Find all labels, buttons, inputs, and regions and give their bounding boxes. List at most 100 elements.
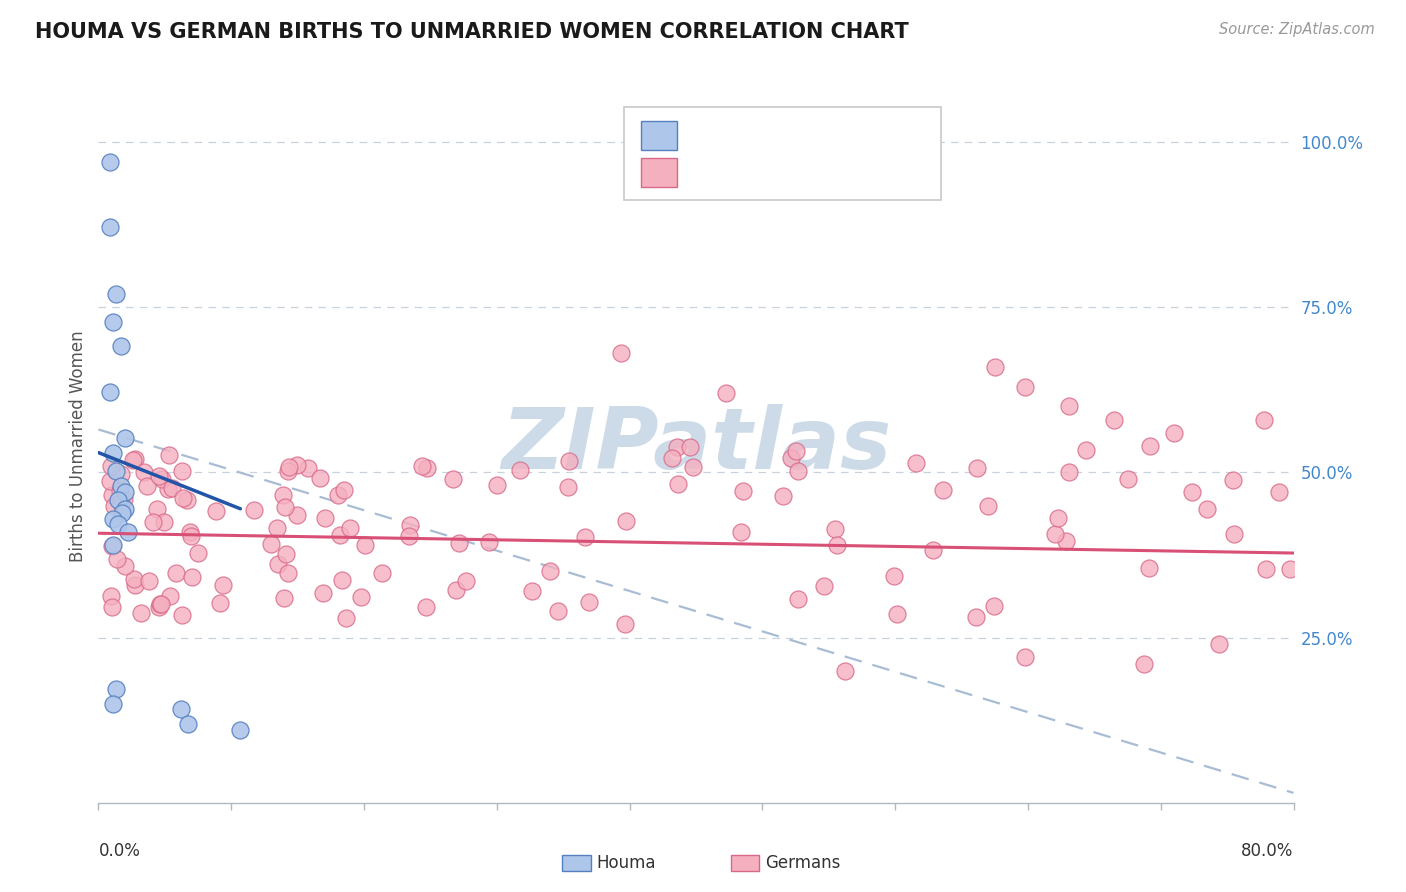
Point [886, 607, 908, 622]
Point [156, 483, 179, 497]
Point [172, 491, 194, 505]
Point [478, 534, 501, 549]
Point [666, 477, 689, 491]
Point [285, 458, 308, 472]
Text: ZIPatlas: ZIPatlas [501, 404, 891, 488]
Point [142, 515, 165, 529]
Point [411, 459, 433, 474]
Point [486, 478, 509, 492]
Point [772, 489, 794, 503]
Point [114, 501, 136, 516]
Point [159, 589, 181, 603]
Point [107, 516, 129, 531]
Point [100, 539, 122, 553]
Point [312, 586, 335, 600]
Point [101, 488, 124, 502]
Point [415, 599, 437, 614]
Point [558, 454, 581, 468]
Point [277, 464, 299, 478]
Point [447, 536, 470, 550]
Point [129, 606, 152, 620]
FancyBboxPatch shape [641, 159, 676, 187]
Point [1163, 425, 1185, 440]
Point [111, 507, 134, 521]
Point [787, 464, 810, 478]
Point [1043, 527, 1066, 541]
Point [1181, 485, 1204, 500]
Point [399, 518, 422, 533]
Point [333, 483, 356, 497]
Point [117, 524, 139, 539]
Point [138, 574, 160, 589]
Point [1133, 657, 1156, 671]
Point [983, 599, 1005, 613]
Point [714, 386, 737, 401]
Point [1267, 485, 1289, 500]
Point [149, 597, 172, 611]
Point [229, 723, 252, 738]
FancyBboxPatch shape [624, 107, 941, 200]
Point [574, 530, 596, 544]
Point [1076, 443, 1098, 458]
Point [273, 591, 295, 606]
FancyBboxPatch shape [641, 121, 676, 150]
Point [114, 485, 136, 500]
Point [825, 538, 848, 552]
Point [124, 578, 146, 592]
Point [103, 697, 125, 711]
Point [271, 488, 294, 502]
Point [1014, 379, 1036, 393]
Point [153, 515, 176, 529]
Point [610, 346, 633, 360]
Point [398, 528, 420, 542]
Point [441, 472, 464, 486]
Point [309, 471, 332, 485]
Point [108, 483, 131, 498]
Point [169, 702, 191, 716]
Point [148, 469, 170, 483]
Point [274, 547, 297, 561]
Point [966, 461, 988, 475]
Point [786, 592, 808, 607]
Text: Source: ZipAtlas.com: Source: ZipAtlas.com [1219, 22, 1375, 37]
Point [354, 538, 377, 552]
Point [730, 525, 752, 540]
Point [114, 491, 136, 506]
Point [785, 444, 807, 458]
Point [1253, 412, 1275, 426]
Point [547, 604, 569, 618]
Text: 0.0%: 0.0% [98, 842, 141, 860]
Point [883, 568, 905, 582]
Point [813, 579, 835, 593]
Text: R = -0.047   N =  23: R = -0.047 N = 23 [692, 127, 908, 145]
Point [614, 617, 637, 632]
Point [1057, 465, 1080, 479]
Point [172, 608, 194, 623]
Point [444, 583, 467, 598]
Point [932, 483, 955, 497]
Point [1059, 400, 1081, 414]
Point [335, 611, 357, 625]
Point [160, 481, 183, 495]
Point [984, 359, 1007, 374]
Point [98, 384, 122, 399]
Point [110, 338, 132, 352]
Point [1208, 637, 1230, 651]
Point [977, 500, 1000, 514]
Text: 80.0%: 80.0% [1241, 842, 1294, 860]
Point [103, 315, 125, 329]
Point [277, 459, 299, 474]
Point [339, 521, 361, 535]
Point [557, 480, 579, 494]
Text: HOUMA VS GERMAN BIRTHS TO UNMARRIED WOMEN CORRELATION CHART: HOUMA VS GERMAN BIRTHS TO UNMARRIED WOME… [35, 22, 908, 42]
Point [1116, 472, 1139, 486]
Point [266, 557, 288, 571]
Point [146, 502, 169, 516]
Point [124, 572, 146, 586]
Point [965, 609, 987, 624]
Point [314, 511, 336, 525]
Point [1137, 560, 1160, 574]
Point [209, 596, 232, 610]
Point [277, 566, 299, 581]
Point [135, 479, 157, 493]
